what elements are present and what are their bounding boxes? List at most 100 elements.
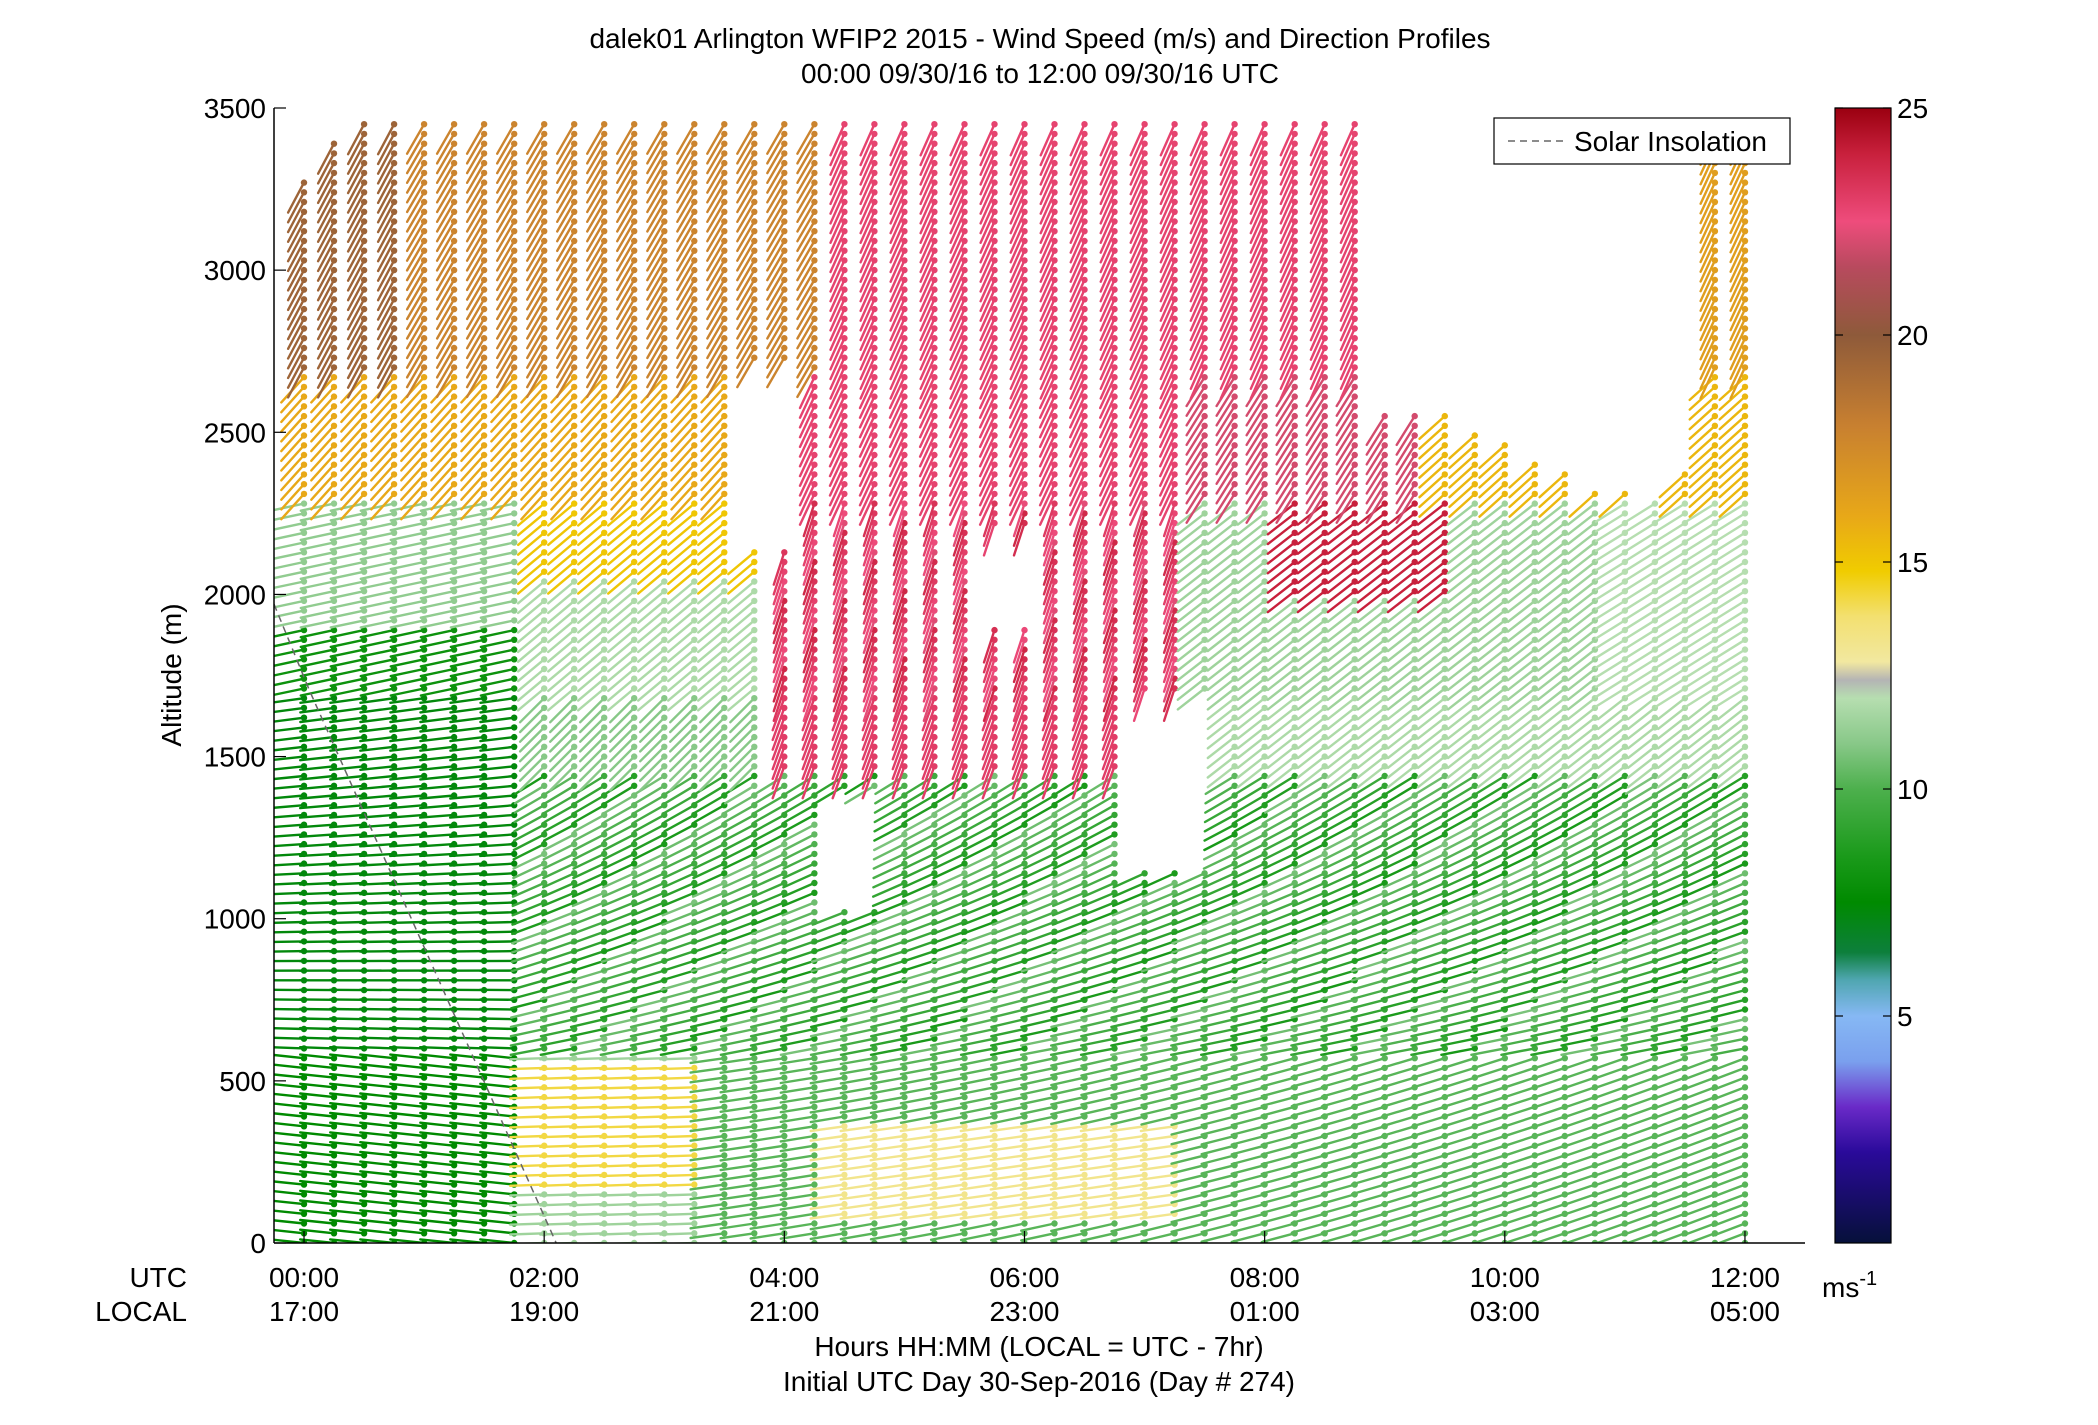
wind-barb-dot <box>511 442 518 449</box>
wind-barb-dot <box>631 840 638 848</box>
wind-barb-dot <box>541 510 548 517</box>
wind-barb-shaft <box>659 1056 696 1061</box>
wind-barb-dot <box>571 685 578 692</box>
wind-barb-dot <box>300 412 308 420</box>
wind-barb <box>274 539 308 551</box>
wind-barb-dot <box>330 1123 338 1130</box>
wind-barb <box>310 490 338 521</box>
wind-barb-shaft <box>298 1017 336 1021</box>
wind-barb <box>340 432 368 462</box>
wind-barb-dot <box>571 549 578 556</box>
wind-barb-dot <box>360 364 368 371</box>
wind-barb <box>316 140 338 175</box>
wind-barb-dot <box>480 393 488 400</box>
wind-barb-dot <box>661 169 668 177</box>
wind-barb-shaft <box>659 1095 696 1100</box>
wind-barb-dot <box>661 159 668 167</box>
wind-barb-dot <box>511 471 518 478</box>
wind-barb-dot <box>691 1191 698 1198</box>
wind-barb-dot <box>511 451 518 459</box>
wind-barb-dot <box>360 159 368 167</box>
wind-barb-dot <box>330 1191 338 1198</box>
wind-barb <box>299 1209 338 1218</box>
wind-barb-shaft <box>299 1189 336 1196</box>
wind-barb-dot <box>631 607 638 614</box>
wind-barb-shaft <box>310 492 336 521</box>
wind-barb-dot <box>601 432 608 439</box>
wind-barb-dot <box>631 510 638 517</box>
wind-barb-dot <box>631 656 638 663</box>
wind-barb-dot <box>661 763 668 770</box>
wind-barb-dot <box>420 169 428 177</box>
wind-barb-dot <box>631 733 638 741</box>
wind-barb-dot <box>661 121 668 128</box>
wind-barb-dot <box>511 335 518 342</box>
wind-barb <box>299 656 338 668</box>
wind-barb-shaft <box>274 1007 306 1011</box>
wind-barb <box>329 607 368 619</box>
wind-barb-shaft <box>274 1073 306 1079</box>
wind-barb-shaft <box>479 1007 516 1011</box>
wind-barb-dot <box>360 296 368 303</box>
wind-barb-dot <box>631 578 638 585</box>
wind-barb <box>274 656 308 667</box>
wind-barb <box>310 403 338 433</box>
wind-barb-dot <box>420 442 428 449</box>
wind-barb <box>299 1140 338 1149</box>
wind-barb-dot <box>601 607 608 614</box>
wind-barb-shaft <box>299 531 336 542</box>
wind-barb <box>329 510 368 522</box>
wind-barb-dot <box>511 305 518 313</box>
wind-barb <box>329 1179 368 1188</box>
wind-barb-dot <box>300 266 308 274</box>
wind-barb-dot <box>631 179 638 186</box>
wind-barb <box>346 140 368 175</box>
wind-barb-shaft <box>310 434 336 462</box>
wind-barb-dot <box>511 325 518 332</box>
chart-title-line-1: dalek01 Arlington WFIP2 2015 - Wind Spee… <box>589 23 1490 54</box>
wind-barb-dot <box>360 685 368 692</box>
wind-barb <box>329 597 368 610</box>
wind-barb-dot <box>661 315 668 322</box>
wind-barb-shaft <box>479 891 516 896</box>
wind-barb-shaft <box>659 1173 696 1178</box>
wind-barb <box>286 208 308 244</box>
wind-barb-shaft <box>316 171 336 205</box>
wind-barb-dot <box>601 626 608 634</box>
wind-barb-dot <box>511 159 518 167</box>
wind-barb-shaft <box>299 794 336 800</box>
wind-barb-dot <box>721 850 728 858</box>
wind-barb-shaft <box>659 1125 696 1129</box>
wind-barb-dot <box>631 228 638 235</box>
wind-barb-dot <box>511 529 518 536</box>
wind-barb-dot <box>420 364 428 371</box>
wind-barb <box>346 257 368 292</box>
wind-barb-dot <box>450 335 458 342</box>
wind-barb-dot <box>571 296 578 303</box>
wind-barb-dot <box>360 121 368 128</box>
wind-barb-dot <box>661 247 668 254</box>
wind-barb-shaft <box>274 1053 306 1060</box>
wind-barb-dot <box>420 354 428 361</box>
wind-barb <box>286 354 308 389</box>
wind-barb <box>329 1228 368 1237</box>
wind-barb-shaft <box>286 210 306 244</box>
wind-barb-shaft <box>298 872 336 877</box>
wind-barb-shaft <box>274 745 306 752</box>
wind-barb-dot <box>450 325 458 332</box>
wind-barb-dot <box>300 247 308 254</box>
wind-barb-dot <box>571 247 578 254</box>
wind-barb-dot <box>390 150 398 157</box>
wind-barb-dot <box>360 335 368 342</box>
wind-barb-shaft <box>298 901 336 905</box>
wind-barb-dot <box>631 198 638 206</box>
wind-barb <box>299 1092 338 1101</box>
wind-barb-shaft <box>329 1170 366 1177</box>
wind-barb-dot <box>420 218 428 225</box>
wind-barb-dot <box>330 1210 338 1218</box>
wind-barb-dot <box>511 286 518 293</box>
wind-barb <box>274 1180 308 1188</box>
wind-barb-dot <box>601 403 608 410</box>
wind-barb-shaft <box>569 1222 606 1226</box>
wind-barb-dot <box>360 1210 368 1218</box>
